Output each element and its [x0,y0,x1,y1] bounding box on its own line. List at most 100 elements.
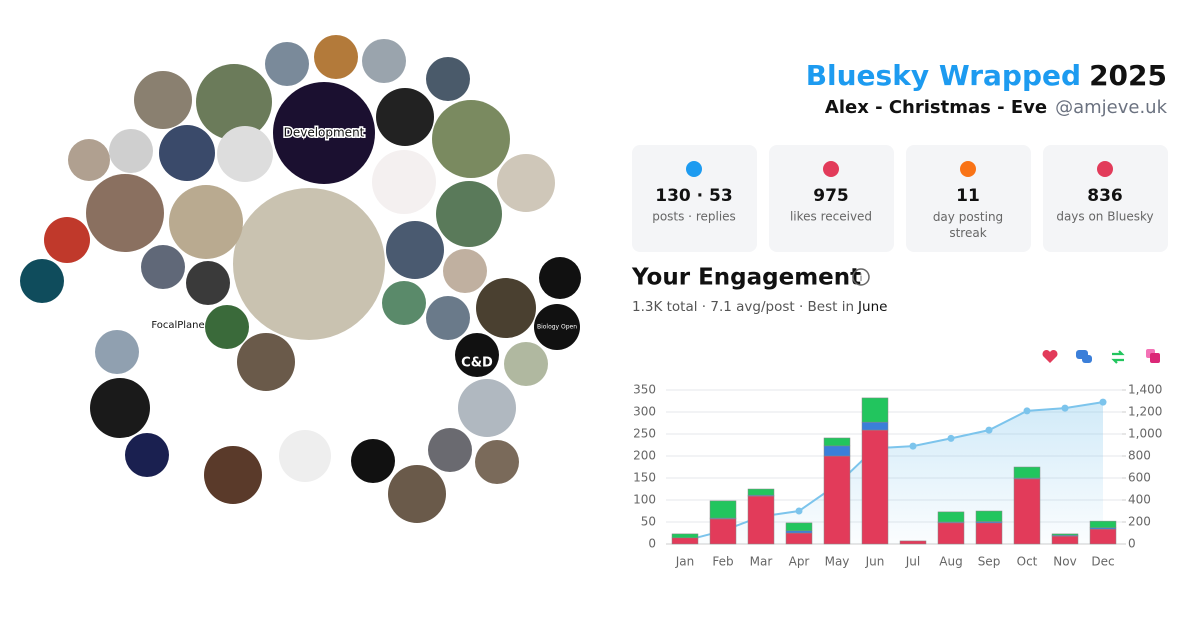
avatar[interactable] [372,150,436,214]
bar-segment [785,530,813,534]
bar-segment [671,533,699,539]
avatar[interactable] [204,446,262,504]
bar-segment [861,421,889,431]
avatar[interactable] [497,154,555,212]
bar-segment [1051,535,1079,545]
stat-value: 11 [956,186,980,206]
avatar[interactable] [86,174,164,252]
bar-segment [899,540,927,545]
x-tick-label: Jan [675,555,695,569]
avatar[interactable] [443,249,487,293]
avatar[interactable] [169,185,243,259]
bar-segment [975,522,1003,545]
stat-label: days on Bluesky [1056,210,1153,224]
avatar[interactable] [109,129,153,173]
line-point [947,434,955,442]
avatar[interactable] [458,379,516,437]
stat-icon [1097,161,1113,177]
y-tick-label: 100 [633,493,656,507]
stat-label-line: streak [949,226,986,240]
avatar[interactable] [159,125,215,181]
avatar[interactable] [141,245,185,289]
y2-tick-label: 400 [1128,493,1151,507]
user: Alex - Christmas - Eve @amjeve.uk [825,97,1168,118]
avatar[interactable] [237,333,295,391]
avatar[interactable] [265,42,309,86]
avatar[interactable] [426,57,470,101]
y-tick-label: 300 [633,405,656,419]
avatar-label: Biology Open [537,324,577,331]
bar-segment [785,522,813,532]
avatar[interactable] [95,330,139,374]
avatar[interactable] [455,333,499,377]
avatar[interactable] [186,261,230,305]
y2-tick-label: 600 [1128,471,1151,485]
avatar[interactable] [125,433,169,477]
avatar[interactable] [428,428,472,472]
info-icon[interactable] [852,268,870,286]
avatar[interactable] [362,39,406,83]
avatar[interactable] [314,35,358,79]
avatar[interactable] [279,430,331,482]
bar-segment [1013,478,1041,545]
avatar[interactable] [20,259,64,303]
bar-segment [937,522,965,545]
y2-tick-label: 1,000 [1128,427,1162,441]
bar-segment [1089,520,1117,528]
legend-likes[interactable] [1042,349,1058,363]
avatar[interactable] [386,221,444,279]
x-tick-label: Apr [789,555,810,569]
avatar[interactable] [351,439,395,483]
avatar[interactable] [382,281,426,325]
avatar[interactable] [205,305,249,349]
line-point [1061,404,1069,412]
best-month: June [857,299,887,315]
avatar[interactable] [376,88,434,146]
legend-quotes-2 [1150,353,1160,363]
avatar[interactable] [233,188,385,340]
bar-segment [709,500,737,519]
stats: 130 · 53 posts · replies 975 likes received… [632,145,1168,252]
avatar[interactable] [273,82,375,184]
avatar[interactable] [217,126,273,182]
avatar[interactable] [134,71,192,129]
avatar[interactable] [534,304,580,350]
stat-value: 975 [813,186,849,206]
avatar-collage: Development FocalPlane C&D Biology Open [20,35,581,523]
y-tick-label: 350 [633,383,656,397]
y-tick-label: 0 [648,537,656,551]
avatar[interactable] [475,440,519,484]
stat-label: posts · replies [652,210,736,224]
x-tick-label: Sep [978,555,1001,569]
avatar[interactable] [426,296,470,340]
avatar[interactable] [492,237,530,275]
avatar[interactable] [539,257,581,299]
bar-segment [823,445,851,457]
avatar[interactable] [388,465,446,523]
x-tick-label: Aug [939,555,962,569]
avatar[interactable] [90,378,150,438]
avatar[interactable] [44,217,90,263]
x-tick-label: Jun [865,555,885,569]
y-tick-label: 50 [641,515,656,529]
avatar[interactable] [356,344,442,430]
avatar[interactable] [436,181,502,247]
section-title: Your Engagement [631,265,861,291]
avatar[interactable] [196,64,272,140]
legend-reposts[interactable] [1111,350,1125,364]
line-area [685,402,1103,544]
avatar[interactable] [476,278,536,338]
avatar[interactable] [68,139,110,181]
avatar[interactable] [504,342,548,386]
legend [1042,349,1160,364]
summary: 1.3K total · 7.1 avg/post · Best in June [632,299,887,315]
y2-tick-label: 0 [1128,537,1136,551]
line-point [909,442,917,450]
stat-card [769,145,894,252]
bar-segment [937,511,965,523]
y2-tick-label: 1,400 [1128,383,1162,397]
stat-icon [960,161,976,177]
avatar[interactable] [432,100,510,178]
